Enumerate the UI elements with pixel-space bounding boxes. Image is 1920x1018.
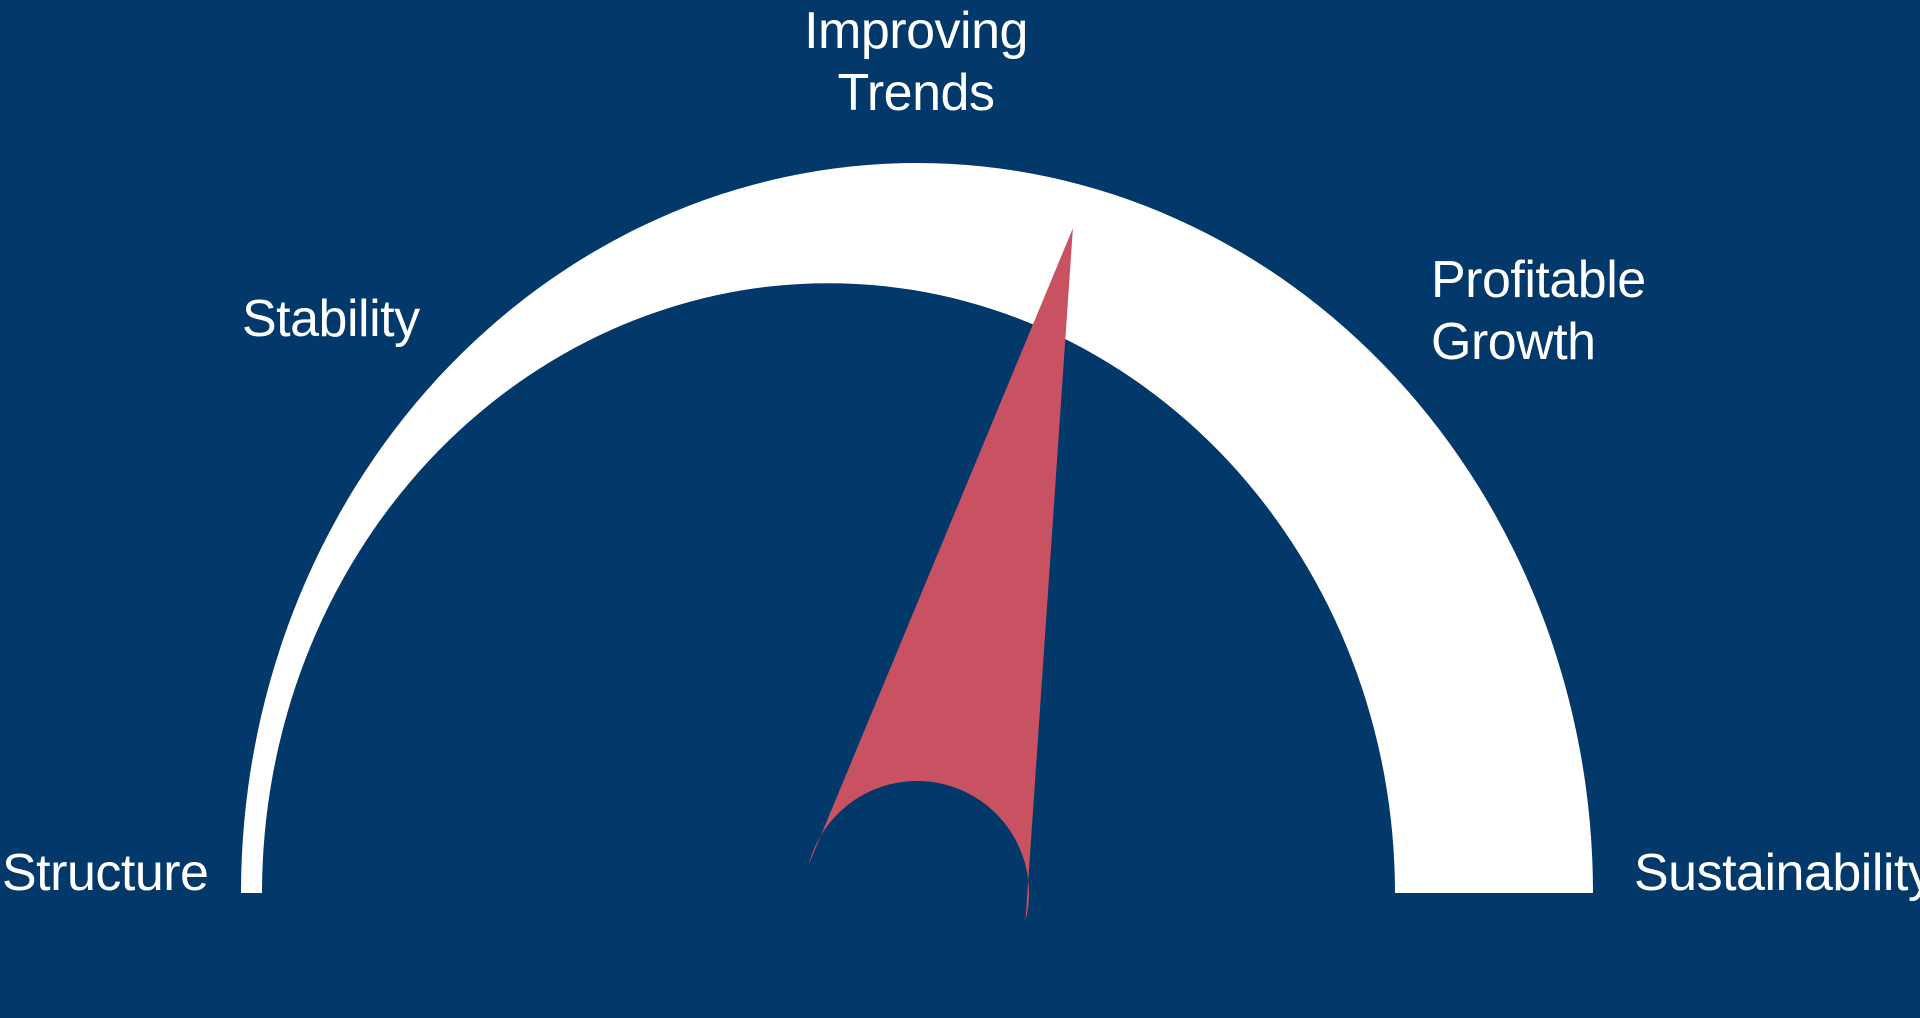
label-stability: Stability bbox=[242, 288, 420, 350]
label-sustainability: Sustainability bbox=[1634, 842, 1920, 904]
label-improving-trends-line-2: Trends bbox=[837, 64, 995, 122]
label-profitable-growth-line-1: Profitable bbox=[1431, 251, 1646, 309]
gauge-arc bbox=[241, 163, 1593, 893]
label-improving-trends: Improving Trends bbox=[760, 0, 1072, 124]
label-improving-trends-line-1: Improving bbox=[804, 2, 1028, 60]
gauge-needle bbox=[808, 228, 1073, 921]
label-profitable-growth-line-2: Growth bbox=[1431, 313, 1596, 371]
label-structure: Structure bbox=[2, 842, 209, 904]
label-structure-line-1: Structure bbox=[2, 844, 209, 902]
label-stability-line-1: Stability bbox=[242, 290, 420, 348]
label-sustainability-line-1: Sustainability bbox=[1634, 844, 1920, 902]
label-profitable-growth: Profitable Growth bbox=[1431, 249, 1646, 373]
